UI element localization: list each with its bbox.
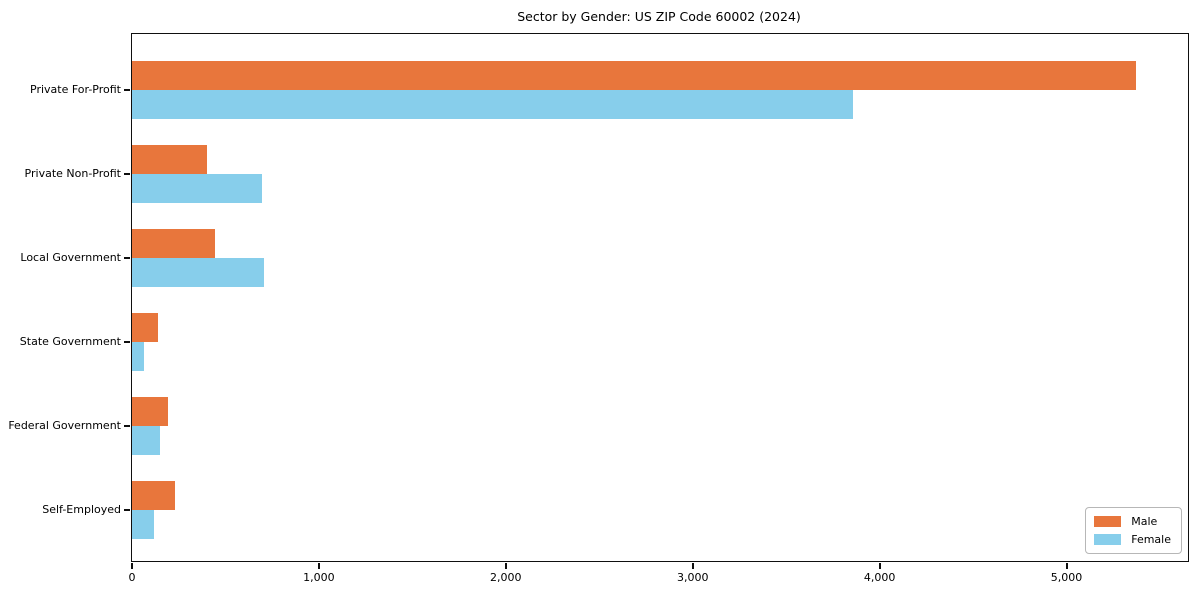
bar-female-self-employed xyxy=(132,510,155,539)
bar-female-local-government xyxy=(132,258,264,287)
x-tick-label-5: 5,000 xyxy=(1050,571,1083,584)
y-tick-mark-self-employed xyxy=(124,509,130,511)
x-tick-label-2: 2,000 xyxy=(490,571,522,584)
x-tick-mark-0 xyxy=(131,563,133,569)
bar-female-state-government xyxy=(132,342,145,371)
y-tick-label-private-non-profit: Private Non-Profit xyxy=(24,167,121,180)
x-tick-label-0: 0 xyxy=(128,571,136,584)
bar-male-local-government xyxy=(132,229,216,258)
legend-entry-male: Male xyxy=(1094,515,1171,528)
y-tick-mark-private-non-profit xyxy=(124,173,130,175)
bar-male-private-for-profit xyxy=(132,61,1136,90)
x-tick-label-4: 4,000 xyxy=(863,571,896,584)
y-tick-label-federal-government: Federal Government xyxy=(8,419,121,432)
chart-title: Sector by Gender: US ZIP Code 60002 (202… xyxy=(517,9,801,24)
x-tick-mark-5 xyxy=(1065,563,1068,569)
x-tick-mark-1 xyxy=(317,563,320,569)
plot-area: Male Female Private For-Profit Private No… xyxy=(8,33,1189,584)
x-tick-mark-3 xyxy=(691,563,694,569)
y-tick-mark-federal-government xyxy=(124,425,130,427)
y-tick-label-private-for-profit: Private For-Profit xyxy=(30,83,121,96)
legend-label-female: Female xyxy=(1131,533,1171,546)
x-tick-mark-2 xyxy=(504,563,507,569)
bar-male-federal-government xyxy=(132,397,169,426)
x-tick-label-1: 1,000 xyxy=(303,571,335,584)
x-tick-label-3: 3,000 xyxy=(676,571,709,584)
bar-female-private-non-profit xyxy=(132,174,262,203)
y-tick-label-state-government: State Government xyxy=(19,335,121,348)
y-tick-label-local-government: Local Government xyxy=(20,251,121,264)
bar-male-private-non-profit xyxy=(132,145,207,174)
legend: Male Female xyxy=(1085,507,1182,554)
bar-male-state-government xyxy=(132,313,159,342)
y-tick-mark-local-government xyxy=(124,257,130,259)
legend-entry-female: Female xyxy=(1094,533,1171,546)
legend-swatch-female xyxy=(1094,534,1122,545)
legend-swatch-male xyxy=(1094,516,1122,527)
x-tick-mark-4 xyxy=(878,563,881,569)
bar-female-private-for-profit xyxy=(132,90,854,119)
y-tick-mark-state-government xyxy=(124,341,130,343)
legend-label-male: Male xyxy=(1131,515,1158,528)
bar-female-federal-government xyxy=(132,426,160,455)
y-tick-mark-private-for-profit xyxy=(124,89,130,91)
y-tick-label-self-employed: Self-Employed xyxy=(42,503,121,516)
bar-male-self-employed xyxy=(132,481,175,510)
